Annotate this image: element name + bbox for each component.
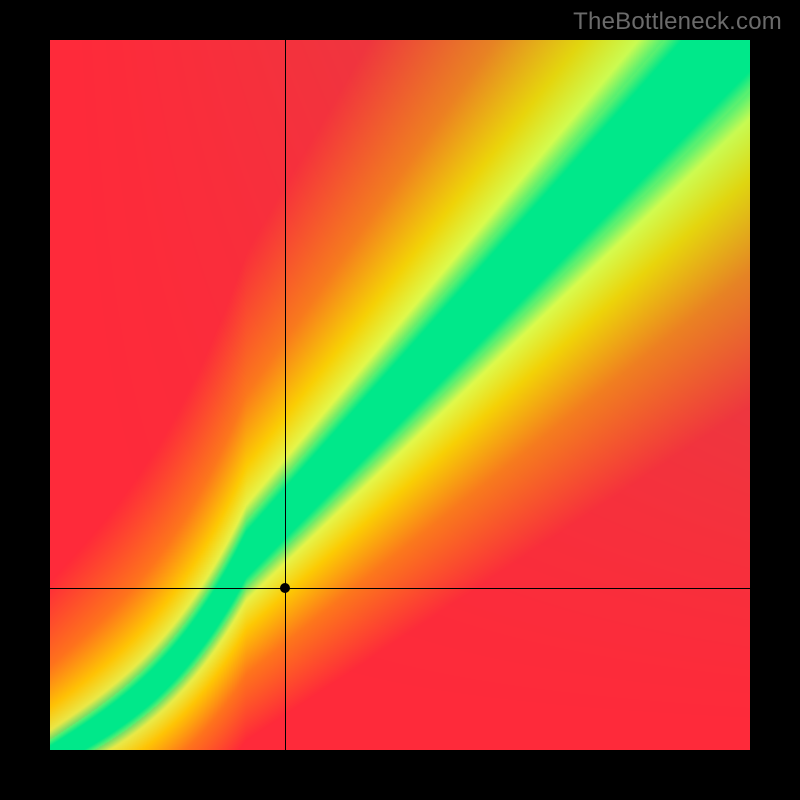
- marker-dot: [280, 583, 290, 593]
- crosshair-vertical: [285, 40, 286, 750]
- chart-container: TheBottleneck.com: [0, 0, 800, 800]
- watermark-text: TheBottleneck.com: [573, 8, 782, 36]
- heatmap-canvas: [50, 40, 750, 750]
- crosshair-horizontal: [50, 588, 750, 589]
- plot-area: [50, 40, 750, 750]
